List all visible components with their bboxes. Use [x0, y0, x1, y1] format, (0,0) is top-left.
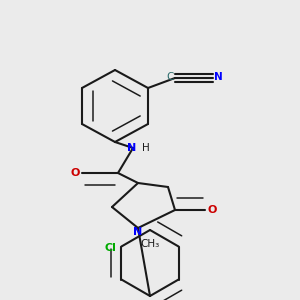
Text: O: O [208, 205, 217, 215]
Text: C: C [167, 71, 174, 82]
Text: N: N [134, 226, 142, 237]
Text: Cl: Cl [104, 243, 116, 253]
Text: N: N [127, 143, 136, 153]
Text: O: O [71, 168, 80, 178]
Text: H: H [142, 143, 149, 153]
Text: N: N [214, 71, 223, 82]
Text: CH₃: CH₃ [140, 239, 160, 249]
